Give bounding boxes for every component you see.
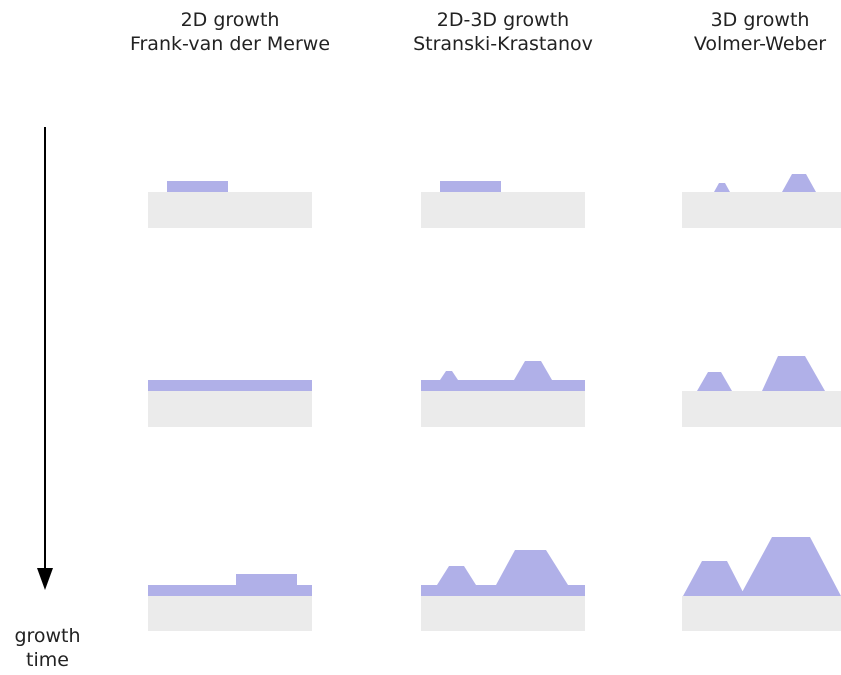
substrate <box>682 596 841 631</box>
column-title-frank-van-der-merwe: 2D growth Frank-van der Merwe <box>100 8 360 56</box>
panel-2d3d-stage-2 <box>421 361 585 427</box>
panel-3d-stage-3 <box>682 537 841 631</box>
large-island <box>496 550 568 585</box>
column-title-line2: Frank-van der Merwe <box>129 33 331 55</box>
column-title-line1: 2D growth <box>180 9 280 31</box>
column-title-line2: Volmer-Weber <box>693 33 827 55</box>
large-island <box>740 537 841 596</box>
large-island <box>514 361 552 380</box>
small-island <box>697 372 732 391</box>
column-title-line2: Stranski-Krastanov <box>413 33 593 55</box>
small-island <box>714 183 730 192</box>
substrate <box>421 596 585 631</box>
monolayer-island <box>167 181 228 192</box>
column-title-line1: 2D-3D growth <box>436 9 570 31</box>
panel-3d-stage-1 <box>682 174 841 228</box>
substrate <box>148 596 312 631</box>
small-island <box>440 371 458 380</box>
growth-time-line2: time <box>26 649 69 671</box>
wetting-layer <box>148 380 312 391</box>
substrate <box>421 192 585 228</box>
time-arrow-head <box>37 568 53 590</box>
growth-time-line1: growth <box>14 625 81 647</box>
panel-3d-stage-2 <box>682 356 841 427</box>
small-island <box>437 566 476 585</box>
wetting-layer <box>148 585 312 596</box>
column-title-volmer-weber: 3D growth Volmer-Weber <box>630 8 841 56</box>
substrate <box>148 391 312 427</box>
panel-2d-stage-1 <box>148 181 312 228</box>
wetting-layer <box>421 380 585 391</box>
panel-2d3d-stage-1 <box>421 181 585 228</box>
large-island <box>782 174 816 192</box>
column-title-line1: 3D growth <box>710 9 810 31</box>
column-title-stranski-krastanov: 2D-3D growth Stranski-Krastanov <box>373 8 633 56</box>
panel-2d-stage-2 <box>148 380 312 427</box>
large-island <box>762 356 825 391</box>
small-island <box>683 561 745 596</box>
panel-2d3d-stage-3 <box>421 550 585 631</box>
wetting-layer <box>421 585 585 596</box>
substrate <box>682 192 841 228</box>
substrate <box>421 391 585 427</box>
panel-2d-stage-3 <box>148 574 312 631</box>
monolayer-island <box>440 181 501 192</box>
growth-time-label: growth time <box>0 624 95 672</box>
substrate <box>682 391 841 427</box>
substrate <box>148 192 312 228</box>
second-layer-island <box>236 574 297 585</box>
